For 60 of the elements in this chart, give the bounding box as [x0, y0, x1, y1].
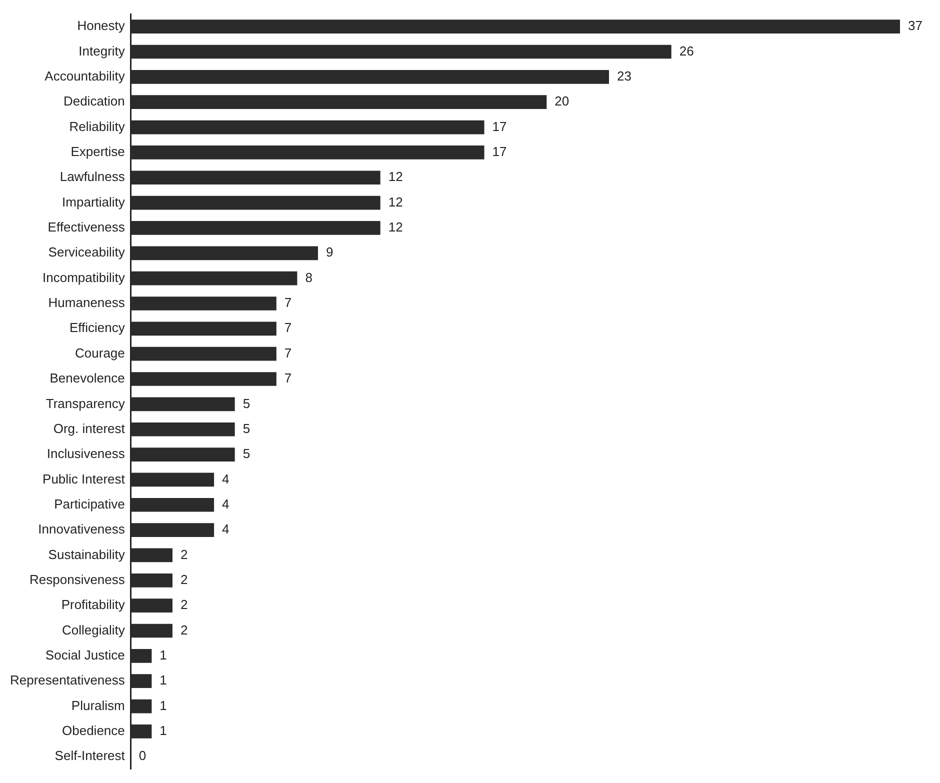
- y-tick-label: Org. interest: [53, 420, 126, 436]
- y-tick-label: Transparency: [46, 396, 126, 411]
- data-label: 5: [242, 396, 250, 411]
- data-label: 12: [388, 194, 403, 210]
- data-label: 4: [222, 471, 230, 486]
- data-label: 1: [160, 672, 167, 688]
- y-tick-label: Efficiency: [69, 320, 126, 336]
- y-tick-label: Inclusiveness: [46, 446, 126, 462]
- y-tick-label: Serviceability: [48, 244, 126, 260]
- data-label: 7: [284, 295, 292, 310]
- data-label: 9: [326, 244, 334, 260]
- data-label: 23: [616, 68, 632, 84]
- y-tick-label: Incompatibility: [42, 270, 126, 285]
- y-tick-label: Lawfulness: [60, 169, 126, 184]
- data-label: 1: [160, 698, 167, 713]
- y-tick-label: Representativeness: [10, 672, 126, 688]
- y-tick-label: Participative: [54, 496, 125, 512]
- y-tick-label: Innovativeness: [38, 522, 126, 537]
- data-label: 4: [222, 522, 230, 537]
- data-label: 8: [305, 270, 312, 285]
- data-label: 2: [180, 597, 188, 612]
- y-tick-label: Humaneness: [48, 295, 126, 310]
- data-label: 2: [180, 546, 188, 562]
- y-tick-label: Reliability: [69, 118, 126, 134]
- data-label: 1: [160, 648, 167, 662]
- data-label: 37: [908, 18, 922, 34]
- data-label: 12: [388, 169, 403, 184]
- data-label: 5: [242, 446, 250, 462]
- data-label: 7: [284, 320, 292, 336]
- data-label: 26: [679, 43, 694, 58]
- y-tick-label: Social Justice: [45, 648, 125, 662]
- y-tick-label: Accountability: [44, 68, 126, 84]
- data-label: 2: [180, 572, 188, 587]
- y-tick-label: Courage: [75, 345, 125, 360]
- y-tick-label: Responsiveness: [30, 572, 126, 587]
- data-label: 12: [388, 220, 403, 235]
- data-label: 5: [242, 420, 250, 436]
- y-tick-label: Sustainability: [48, 546, 126, 562]
- y-tick-label: Integrity: [78, 43, 126, 58]
- y-tick-label: Profitability: [61, 597, 126, 612]
- y-tick-label: Honesty: [77, 18, 126, 34]
- y-tick-label: Expertise: [70, 144, 125, 160]
- y-tick-label: Effectiveness: [48, 220, 126, 235]
- data-label: 4: [222, 496, 230, 512]
- y-tick-label: Dedication: [63, 94, 125, 109]
- y-tick-label: Collegiality: [62, 622, 126, 638]
- y-tick-label: Public Interest: [42, 471, 126, 486]
- y-tick-label: Benevolence: [50, 370, 125, 386]
- data-label: 2: [180, 622, 188, 638]
- data-label: 17: [492, 144, 507, 160]
- data-label: 7: [284, 345, 292, 360]
- y-tick-label: Obedience: [62, 723, 125, 738]
- data-label: 1: [160, 723, 167, 738]
- y-tick-label: Self-Interest: [54, 748, 126, 764]
- y-tick-label: Pluralism: [71, 698, 125, 713]
- data-label: 17: [492, 118, 507, 134]
- data-label: 20: [554, 94, 570, 109]
- data-label: 0: [138, 748, 146, 764]
- data-label: 7: [284, 370, 292, 386]
- y-tick-label: Impartiality: [62, 194, 126, 210]
